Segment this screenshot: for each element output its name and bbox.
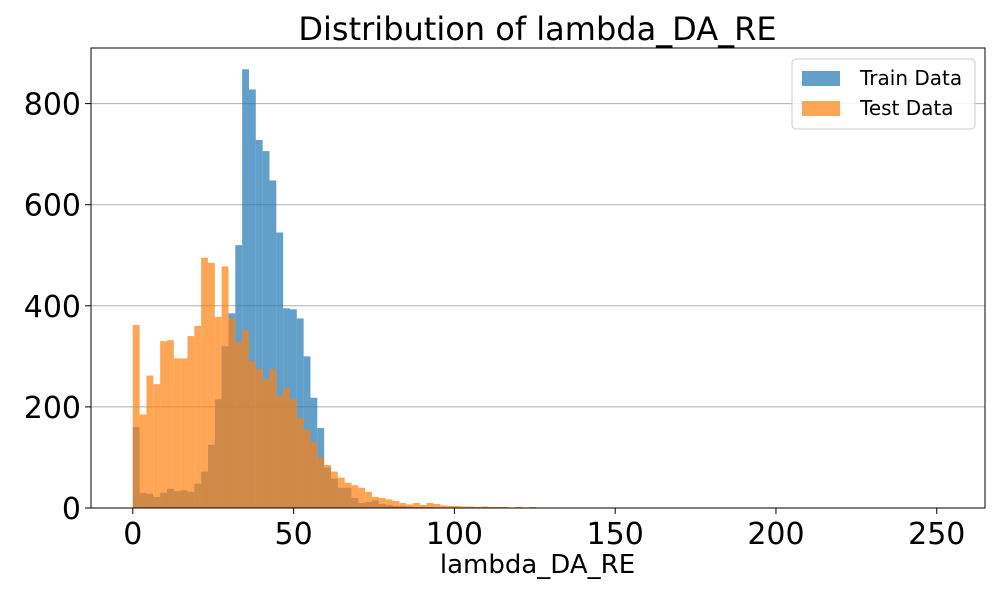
y-tick-label: 800 (24, 88, 81, 123)
test-data-bar (207, 262, 215, 508)
test-data-bar (447, 505, 454, 508)
test-data-bar (303, 429, 311, 508)
test-data-bar (255, 368, 263, 508)
test-data-bar (132, 325, 140, 508)
train-data-bar (242, 69, 249, 508)
test-data-bar (242, 330, 249, 508)
test-data-bar (194, 326, 202, 508)
test-data-bar (235, 342, 243, 508)
test-data-bar (419, 504, 427, 508)
test-data-bar (344, 482, 352, 508)
test-data-bar (317, 457, 325, 508)
legend-swatch-train-data (802, 71, 840, 86)
x-tick-label: 250 (908, 517, 965, 552)
chart-title: Distribution of lambda_DA_RE (298, 10, 777, 48)
test-data-bar (330, 471, 338, 508)
legend-swatch-test-data (802, 101, 840, 116)
x-tick-label: 0 (123, 517, 142, 552)
test-data-bar (481, 506, 489, 508)
test-data-bar (173, 358, 181, 508)
test-data-bar (453, 505, 461, 508)
test-data-bar (399, 502, 407, 508)
test-data-bar (501, 506, 509, 508)
test-data-bar (139, 414, 147, 508)
test-data-bar (289, 399, 297, 508)
test-data-bar (187, 336, 195, 508)
x-tick-label: 50 (275, 517, 313, 552)
test-data-bar (201, 257, 208, 508)
test-data-bar (433, 503, 441, 508)
test-data-bar (467, 506, 475, 508)
test-data-bar (460, 506, 468, 508)
test-data-bar (440, 505, 448, 508)
train-data-bar (248, 89, 256, 508)
x-tick-label: 100 (426, 517, 483, 552)
test-data-bar (283, 387, 290, 508)
y-tick-label: 600 (24, 189, 81, 224)
legend-label-train-data: Train Data (859, 66, 962, 90)
test-data-bar (337, 477, 345, 508)
train-data-bar (262, 151, 270, 508)
train-data-bar (276, 232, 284, 508)
x-axis-label: lambda_DA_RE (439, 550, 636, 580)
test-data-bar (146, 375, 154, 508)
test-data-bar (153, 384, 161, 508)
test-data-bar (276, 395, 284, 508)
test-data-bar (474, 506, 482, 508)
test-data-bar (296, 418, 304, 508)
test-data-bar (180, 358, 188, 508)
test-data-bar (228, 318, 236, 508)
test-data-bar (494, 506, 502, 508)
y-tick-label: 200 (24, 391, 81, 426)
test-data-bar (378, 497, 386, 508)
plot-frame (90, 47, 986, 509)
test-data-bar (160, 341, 167, 508)
y-tick-label: 0 (62, 492, 81, 527)
test-data-bar (365, 491, 372, 508)
x-tick-label: 150 (587, 517, 644, 552)
test-data-bar (371, 496, 379, 508)
test-data-bar (515, 506, 523, 508)
legend-label-test-data: Test Data (859, 96, 954, 120)
test-data-bar (392, 500, 400, 508)
y-tick-label: 400 (24, 290, 81, 325)
test-data-bar (351, 485, 359, 508)
test-data-bar (310, 442, 318, 508)
test-data-bar (426, 502, 434, 508)
test-data-bar (221, 266, 229, 508)
test-data-bar (214, 316, 222, 508)
x-tick-label: 200 (747, 517, 804, 552)
test-data-bar (406, 504, 413, 508)
test-data-bar (269, 368, 277, 508)
test-data-bar (262, 379, 270, 508)
test-data-bar (248, 361, 256, 508)
test-data-bar (166, 340, 174, 508)
test-data-bar (358, 487, 366, 508)
train-data-bar (269, 180, 277, 508)
test-data-bar (324, 465, 331, 508)
train-data-bar (255, 140, 263, 508)
train-data-bar (296, 318, 304, 508)
test-data-bar (385, 499, 393, 508)
test-data-bar (529, 506, 536, 508)
test-data-bar (412, 502, 420, 508)
test-data-bar (488, 506, 495, 508)
